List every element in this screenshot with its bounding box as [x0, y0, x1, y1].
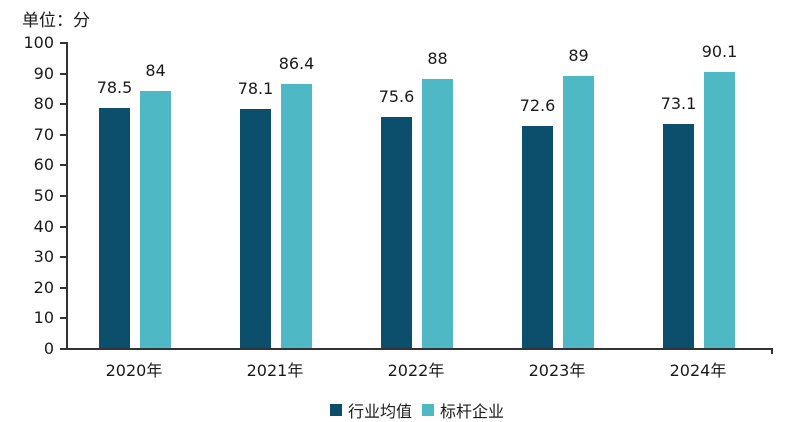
y-tick-label: 70 — [33, 124, 54, 144]
value-label: 88 — [427, 48, 448, 68]
legend-swatch-benchmark — [422, 404, 435, 416]
y-tick — [60, 42, 67, 44]
bar-industry-avg — [99, 107, 130, 348]
y-tick-label: 60 — [33, 155, 54, 175]
y-tick — [60, 225, 67, 228]
y-tick — [60, 133, 67, 136]
legend-label-benchmark: 标杆企业 — [440, 402, 505, 421]
bar-industry-avg — [381, 116, 412, 348]
value-label: 75.6 — [378, 86, 415, 106]
x-tick-label: 2024年 — [669, 361, 727, 380]
y-tick — [60, 317, 67, 320]
y-tick — [60, 195, 67, 197]
legend-label-industry-avg: 行业均值 — [348, 402, 413, 421]
bar-benchmark — [281, 83, 312, 348]
bar-benchmark — [563, 75, 594, 348]
value-label: 89 — [568, 45, 589, 65]
y-tick — [60, 256, 67, 259]
y-tick-label: 10 — [33, 308, 54, 328]
y-tick — [60, 72, 67, 75]
bar-industry-avg — [522, 125, 553, 348]
x-tick-label: 2021年 — [246, 361, 304, 380]
y-tick-label: 30 — [33, 247, 54, 267]
y-tick-label: 100 — [23, 33, 54, 52]
x-tick-label: 2020年 — [105, 361, 163, 380]
y-tick-label: 50 — [33, 186, 54, 205]
bar-benchmark — [422, 78, 453, 348]
bar-industry-avg — [663, 124, 694, 348]
x-axis-end-tick — [771, 348, 773, 354]
unit-label: 单位：分 — [22, 11, 90, 31]
value-label: 84 — [145, 60, 166, 80]
x-tick-label: 2022年 — [387, 361, 445, 380]
value-label: 73.1 — [660, 94, 697, 114]
y-tick — [60, 164, 67, 167]
value-label: 78.1 — [237, 79, 274, 98]
y-tick — [60, 286, 67, 289]
legend: 行业均值 标杆企业 — [330, 398, 504, 422]
y-tick-label: 90 — [33, 63, 54, 83]
x-tick-label: 2023年 — [528, 361, 586, 380]
y-axis — [66, 42, 68, 350]
y-tick — [60, 103, 67, 106]
y-tick-label: 0 — [43, 339, 54, 358]
x-axis — [66, 348, 772, 350]
bar-benchmark — [704, 72, 735, 348]
y-tick-label: 40 — [33, 216, 54, 236]
value-label: 86.4 — [278, 53, 315, 73]
legend-swatch-industry-avg — [330, 404, 342, 416]
y-tick — [60, 348, 67, 350]
y-tick-label: 20 — [33, 277, 54, 297]
y-tick-label: 80 — [33, 94, 54, 114]
value-label: 90.1 — [701, 42, 738, 62]
bar-industry-avg — [240, 109, 271, 348]
value-label: 72.6 — [519, 95, 556, 115]
bar-benchmark — [140, 90, 171, 348]
value-label: 78.5 — [96, 77, 133, 97]
